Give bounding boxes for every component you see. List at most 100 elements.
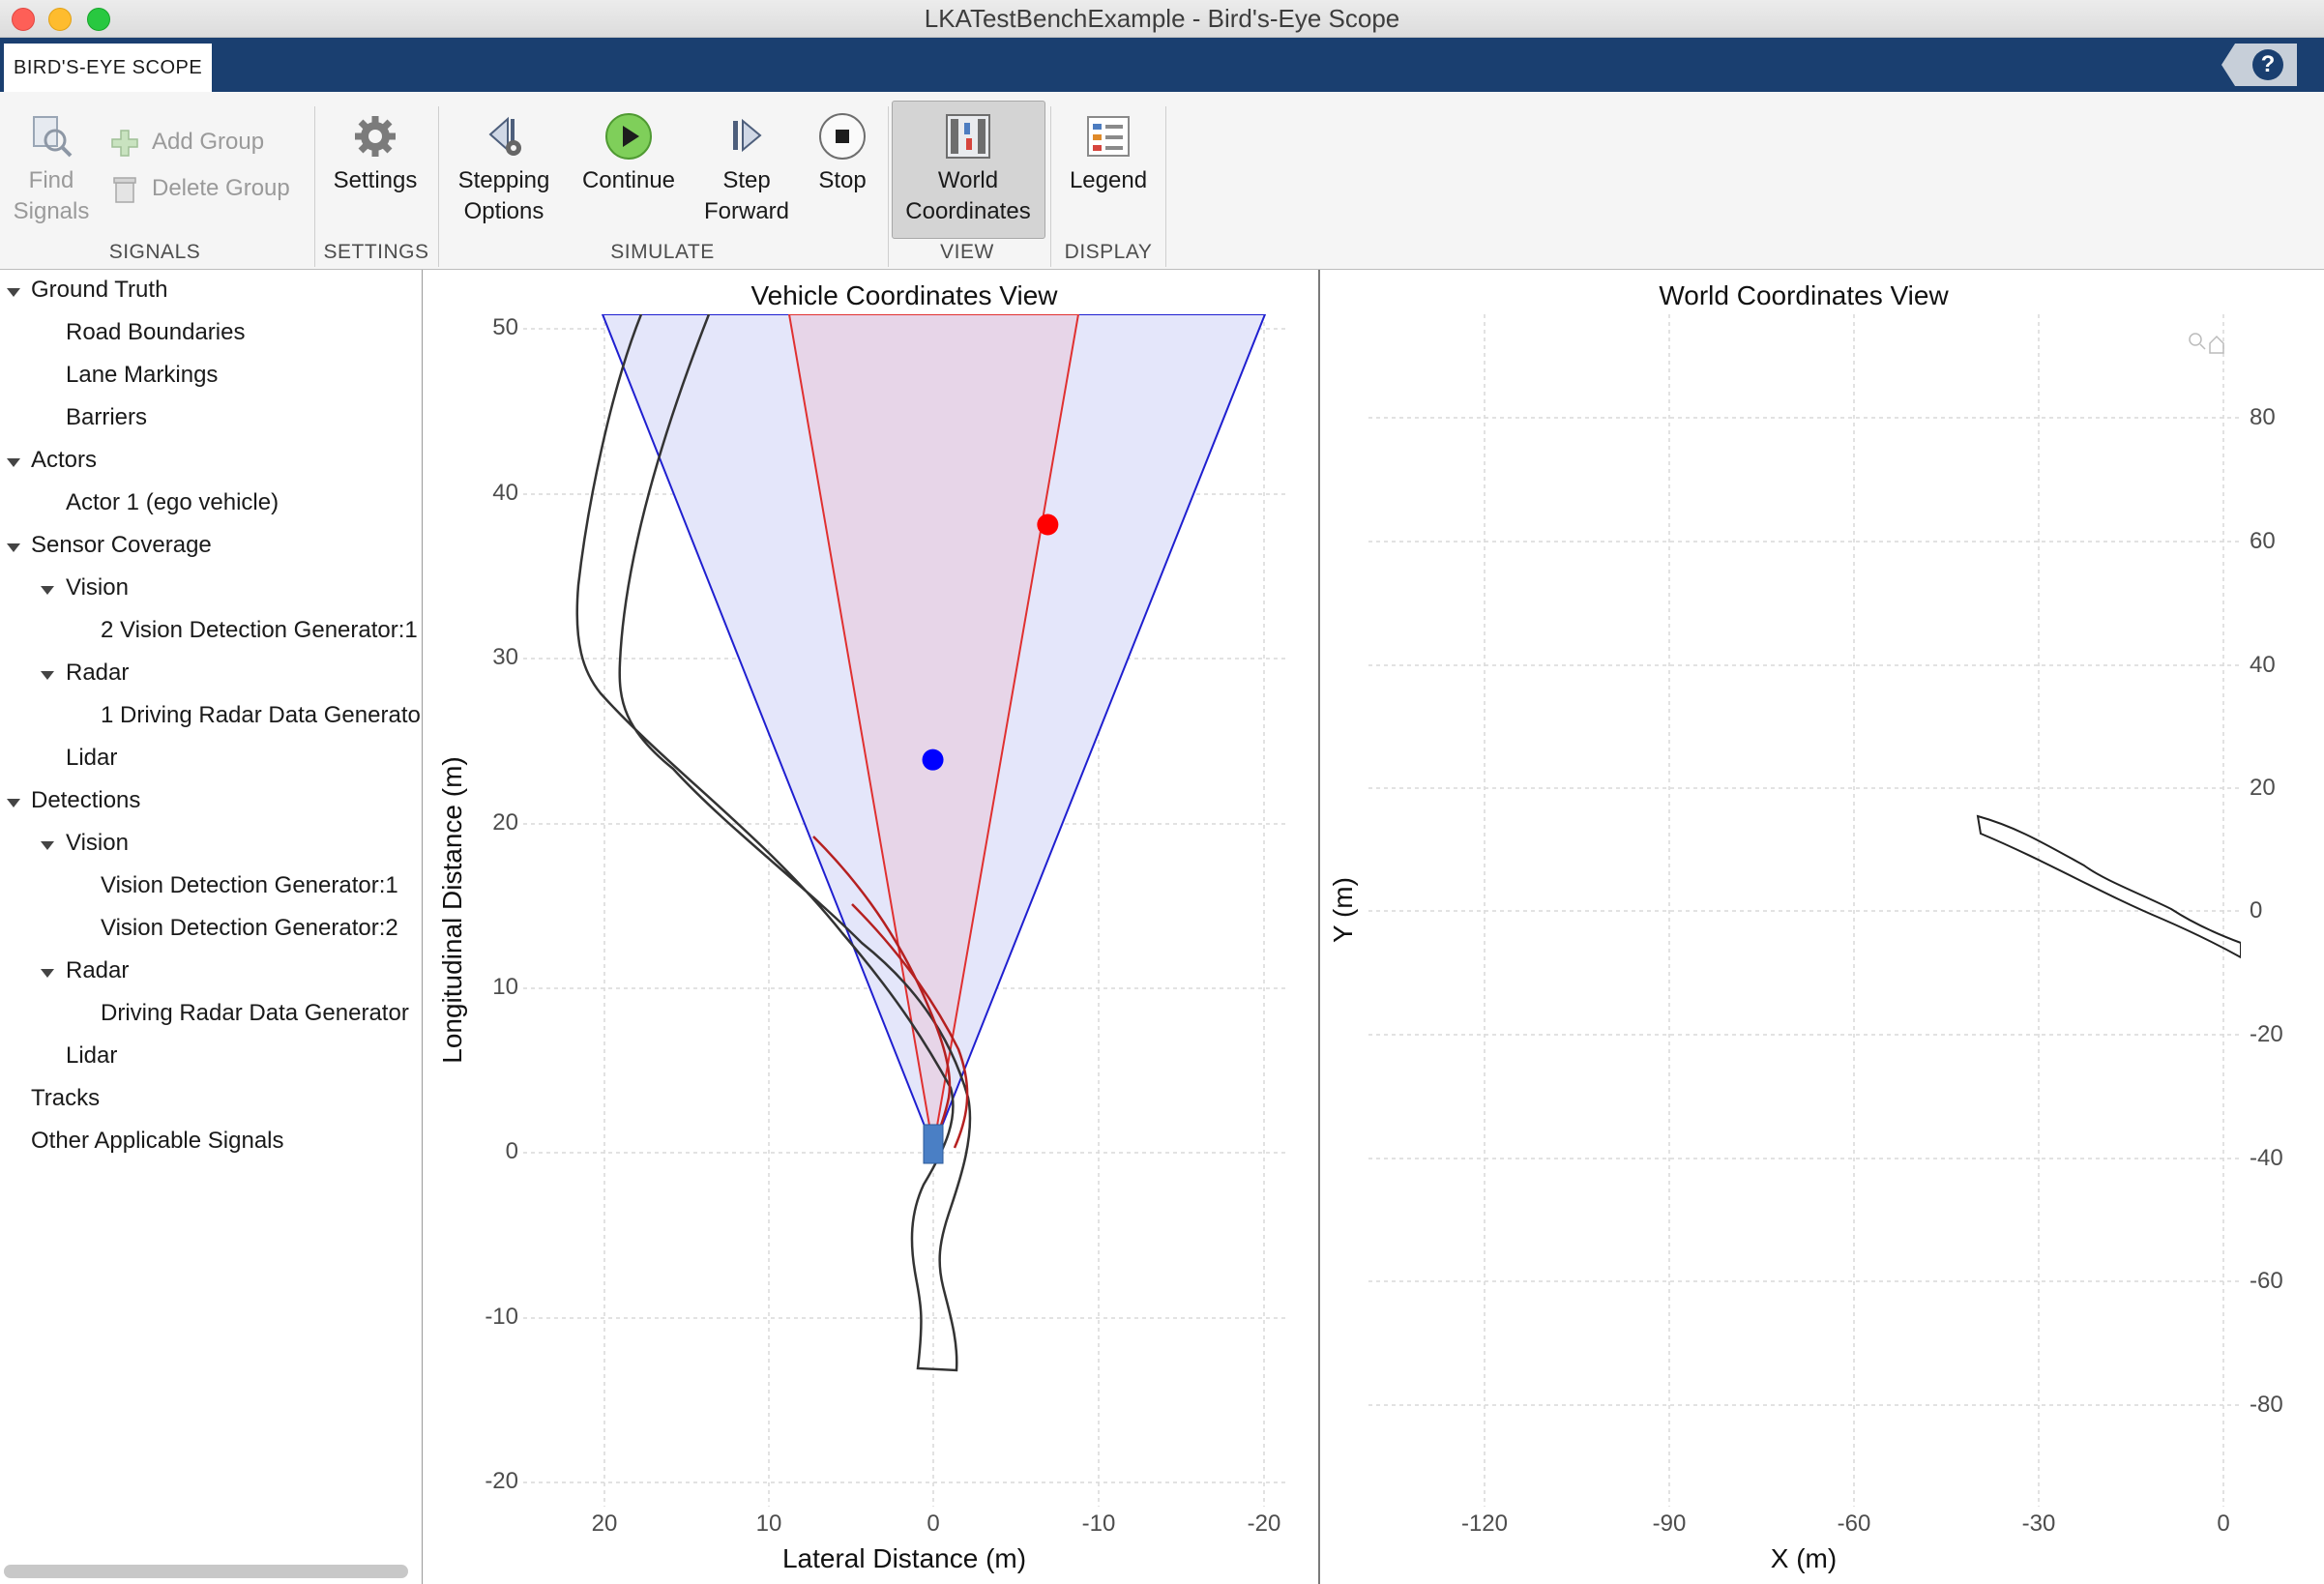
expand-icon[interactable]	[7, 543, 20, 552]
trash-icon	[113, 177, 136, 203]
tree-item-coverage-radar-generator[interactable]: 1 Driving Radar Data Generato	[101, 702, 420, 728]
tree-item-detections-vision[interactable]: Vision	[66, 830, 129, 856]
vehicle-ytick: -10	[485, 1304, 518, 1330]
world-xtick: -60	[1837, 1511, 1871, 1537]
detected-lane-right	[851, 903, 969, 1149]
vehicle-ylabel: Longitudinal Distance (m)	[437, 756, 467, 1064]
continue-button[interactable]: Continue	[573, 111, 685, 196]
expand-icon[interactable]	[41, 841, 54, 850]
window-title: LKATestBenchExample - Bird's-Eye Scope	[924, 4, 1400, 33]
vision-coverage-area	[787, 314, 1080, 1149]
vehicle-xtick: -10	[1081, 1511, 1116, 1537]
tree-item-ground-truth[interactable]: Ground Truth	[31, 277, 168, 303]
tree-item-actor-1[interactable]: Actor 1 (ego vehicle)	[66, 489, 279, 515]
play-icon	[605, 113, 652, 160]
tree-item-coverage-radar[interactable]: Radar	[66, 660, 130, 686]
settings-button[interactable]: Settings	[327, 111, 424, 196]
vehicle-xlabel: Lateral Distance (m)	[781, 1543, 1027, 1573]
view-group-label: VIEW	[940, 241, 994, 263]
tree-item-radar-generator[interactable]: Driving Radar Data Generator	[101, 1000, 409, 1026]
tree-item-coverage-vision-generator[interactable]: 2 Vision Detection Generator:1	[101, 617, 418, 643]
legend-icon	[1087, 116, 1130, 157]
stepping-options-button[interactable]: Stepping Options	[450, 111, 558, 227]
close-window-button[interactable]	[12, 8, 35, 31]
world-coordinates-button[interactable]: World Coordinates	[894, 111, 1043, 227]
ego-vehicle	[923, 1124, 944, 1164]
tree-item-coverage-lidar[interactable]: Lidar	[66, 745, 118, 771]
radar-detection-point	[922, 748, 944, 771]
separator	[1050, 106, 1051, 267]
tree-horizontal-scrollbar[interactable]	[4, 1565, 408, 1578]
signals-group-label: SIGNALS	[108, 241, 201, 263]
world-ytick: -20	[2250, 1021, 2283, 1047]
add-icon	[111, 130, 138, 157]
vehicle-ytick: 30	[492, 644, 518, 670]
home-icon[interactable]	[2209, 335, 2224, 354]
world-xtick: 0	[2217, 1511, 2230, 1537]
tree-item-vision-generator-1[interactable]: Vision Detection Generator:1	[101, 872, 398, 898]
help-button[interactable]: ?	[2221, 44, 2297, 86]
tree-item-sensor-coverage[interactable]: Sensor Coverage	[31, 532, 212, 558]
tree-item-detections-lidar[interactable]: Lidar	[66, 1042, 118, 1069]
tree-item-other-signals[interactable]: Other Applicable Signals	[31, 1128, 284, 1154]
minimize-window-button[interactable]	[48, 8, 72, 31]
tree-item-lane-markings[interactable]: Lane Markings	[66, 362, 219, 388]
stepping-options-icon	[488, 116, 521, 156]
tab-birds-eye-scope[interactable]: BIRD'S-EYE SCOPE	[4, 44, 213, 92]
signal-tree-panel: Ground Truth Road Boundaries Lane Markin…	[0, 270, 423, 1584]
step-forward-button[interactable]: Step Forward	[696, 111, 797, 227]
vehicle-coordinates-plot[interactable]	[523, 314, 1289, 1507]
world-ytick: 60	[2250, 528, 2276, 554]
world-ytick: -80	[2250, 1392, 2283, 1418]
world-xlabel: X (m)	[1770, 1543, 1838, 1573]
expand-icon[interactable]	[7, 288, 20, 297]
tree-item-tracks[interactable]: Tracks	[31, 1085, 101, 1111]
world-ytick: -40	[2250, 1145, 2283, 1171]
settings-group-label: SETTINGS	[323, 241, 429, 263]
world-grid	[1368, 314, 2241, 1507]
legend-button[interactable]: Legend	[1058, 111, 1159, 196]
find-signals-icon	[33, 116, 73, 158]
tree-item-detections-radar[interactable]: Radar	[66, 957, 130, 983]
world-road-outline	[1976, 814, 2241, 959]
expand-icon[interactable]	[41, 969, 54, 978]
tree-item-detections[interactable]: Detections	[31, 787, 141, 813]
maximize-window-button[interactable]	[87, 8, 110, 31]
world-ytick: 0	[2250, 897, 2263, 924]
vision-detection-point	[1037, 513, 1059, 536]
vehicle-view-title: Vehicle Coordinates View	[750, 280, 1058, 310]
separator	[438, 106, 439, 267]
tree-item-coverage-vision[interactable]: Vision	[66, 574, 129, 601]
simulate-group-label: SIMULATE	[610, 241, 715, 263]
vehicle-ytick: 10	[492, 974, 518, 1000]
world-coordinates-icon	[946, 114, 990, 159]
vehicle-ytick: -20	[485, 1468, 518, 1494]
vehicle-xtick: 20	[591, 1511, 618, 1537]
detected-lane-left	[812, 836, 952, 1157]
plot-divider[interactable]	[1318, 270, 1320, 1584]
gear-icon	[355, 116, 396, 157]
tree-item-actors[interactable]: Actors	[31, 447, 98, 473]
expand-icon[interactable]	[7, 799, 20, 807]
expand-icon[interactable]	[7, 458, 20, 467]
world-ylabel: Y (m)	[1328, 877, 1358, 943]
world-ytick: 80	[2250, 404, 2276, 430]
expand-icon[interactable]	[41, 671, 54, 680]
vehicle-ytick: 20	[492, 809, 518, 836]
tree-item-road-boundaries[interactable]: Road Boundaries	[66, 319, 246, 345]
separator	[1165, 106, 1166, 267]
find-signals-button[interactable]: Find Signals	[8, 111, 95, 227]
toolstrip: Find Signals Add Group Delete Group SIGN…	[0, 92, 2324, 352]
tree-item-barriers[interactable]: Barriers	[66, 404, 148, 430]
stop-button[interactable]: Stop	[805, 111, 880, 196]
world-coordinates-plot[interactable]	[1368, 314, 2241, 1507]
vehicle-xtick: 10	[755, 1511, 782, 1537]
separator	[888, 106, 889, 267]
world-xtick: -30	[2021, 1511, 2056, 1537]
vehicle-ytick: 50	[492, 314, 518, 340]
expand-icon[interactable]	[41, 586, 54, 595]
world-ytick: -60	[2250, 1268, 2283, 1294]
vehicle-xtick: -20	[1247, 1511, 1281, 1537]
zoom-in-icon[interactable]	[2189, 333, 2206, 350]
tree-item-vision-generator-2[interactable]: Vision Detection Generator:2	[101, 915, 398, 941]
